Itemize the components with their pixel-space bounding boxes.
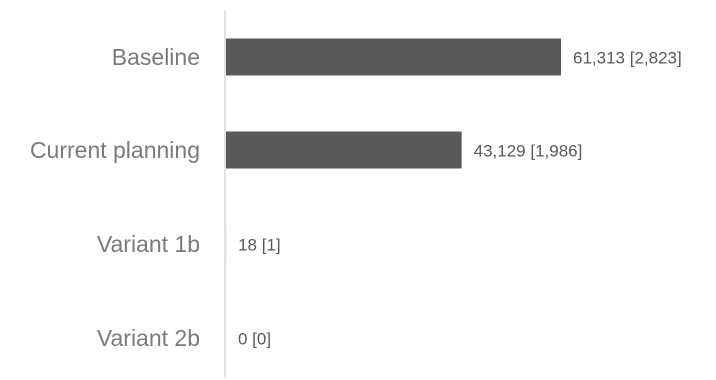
data-label: 0 [0]	[238, 330, 271, 349]
category-label: Variant 2b	[97, 325, 200, 351]
category-label: Baseline	[112, 44, 200, 70]
data-label: 61,313 [2,823]	[573, 49, 682, 68]
data-label: 18 [1]	[238, 236, 281, 255]
category-label: Current planning	[30, 137, 200, 163]
category-label: Variant 1b	[97, 231, 200, 257]
bar	[226, 131, 462, 169]
bar	[226, 38, 561, 76]
data-label: 43,129 [1,986]	[474, 142, 583, 161]
